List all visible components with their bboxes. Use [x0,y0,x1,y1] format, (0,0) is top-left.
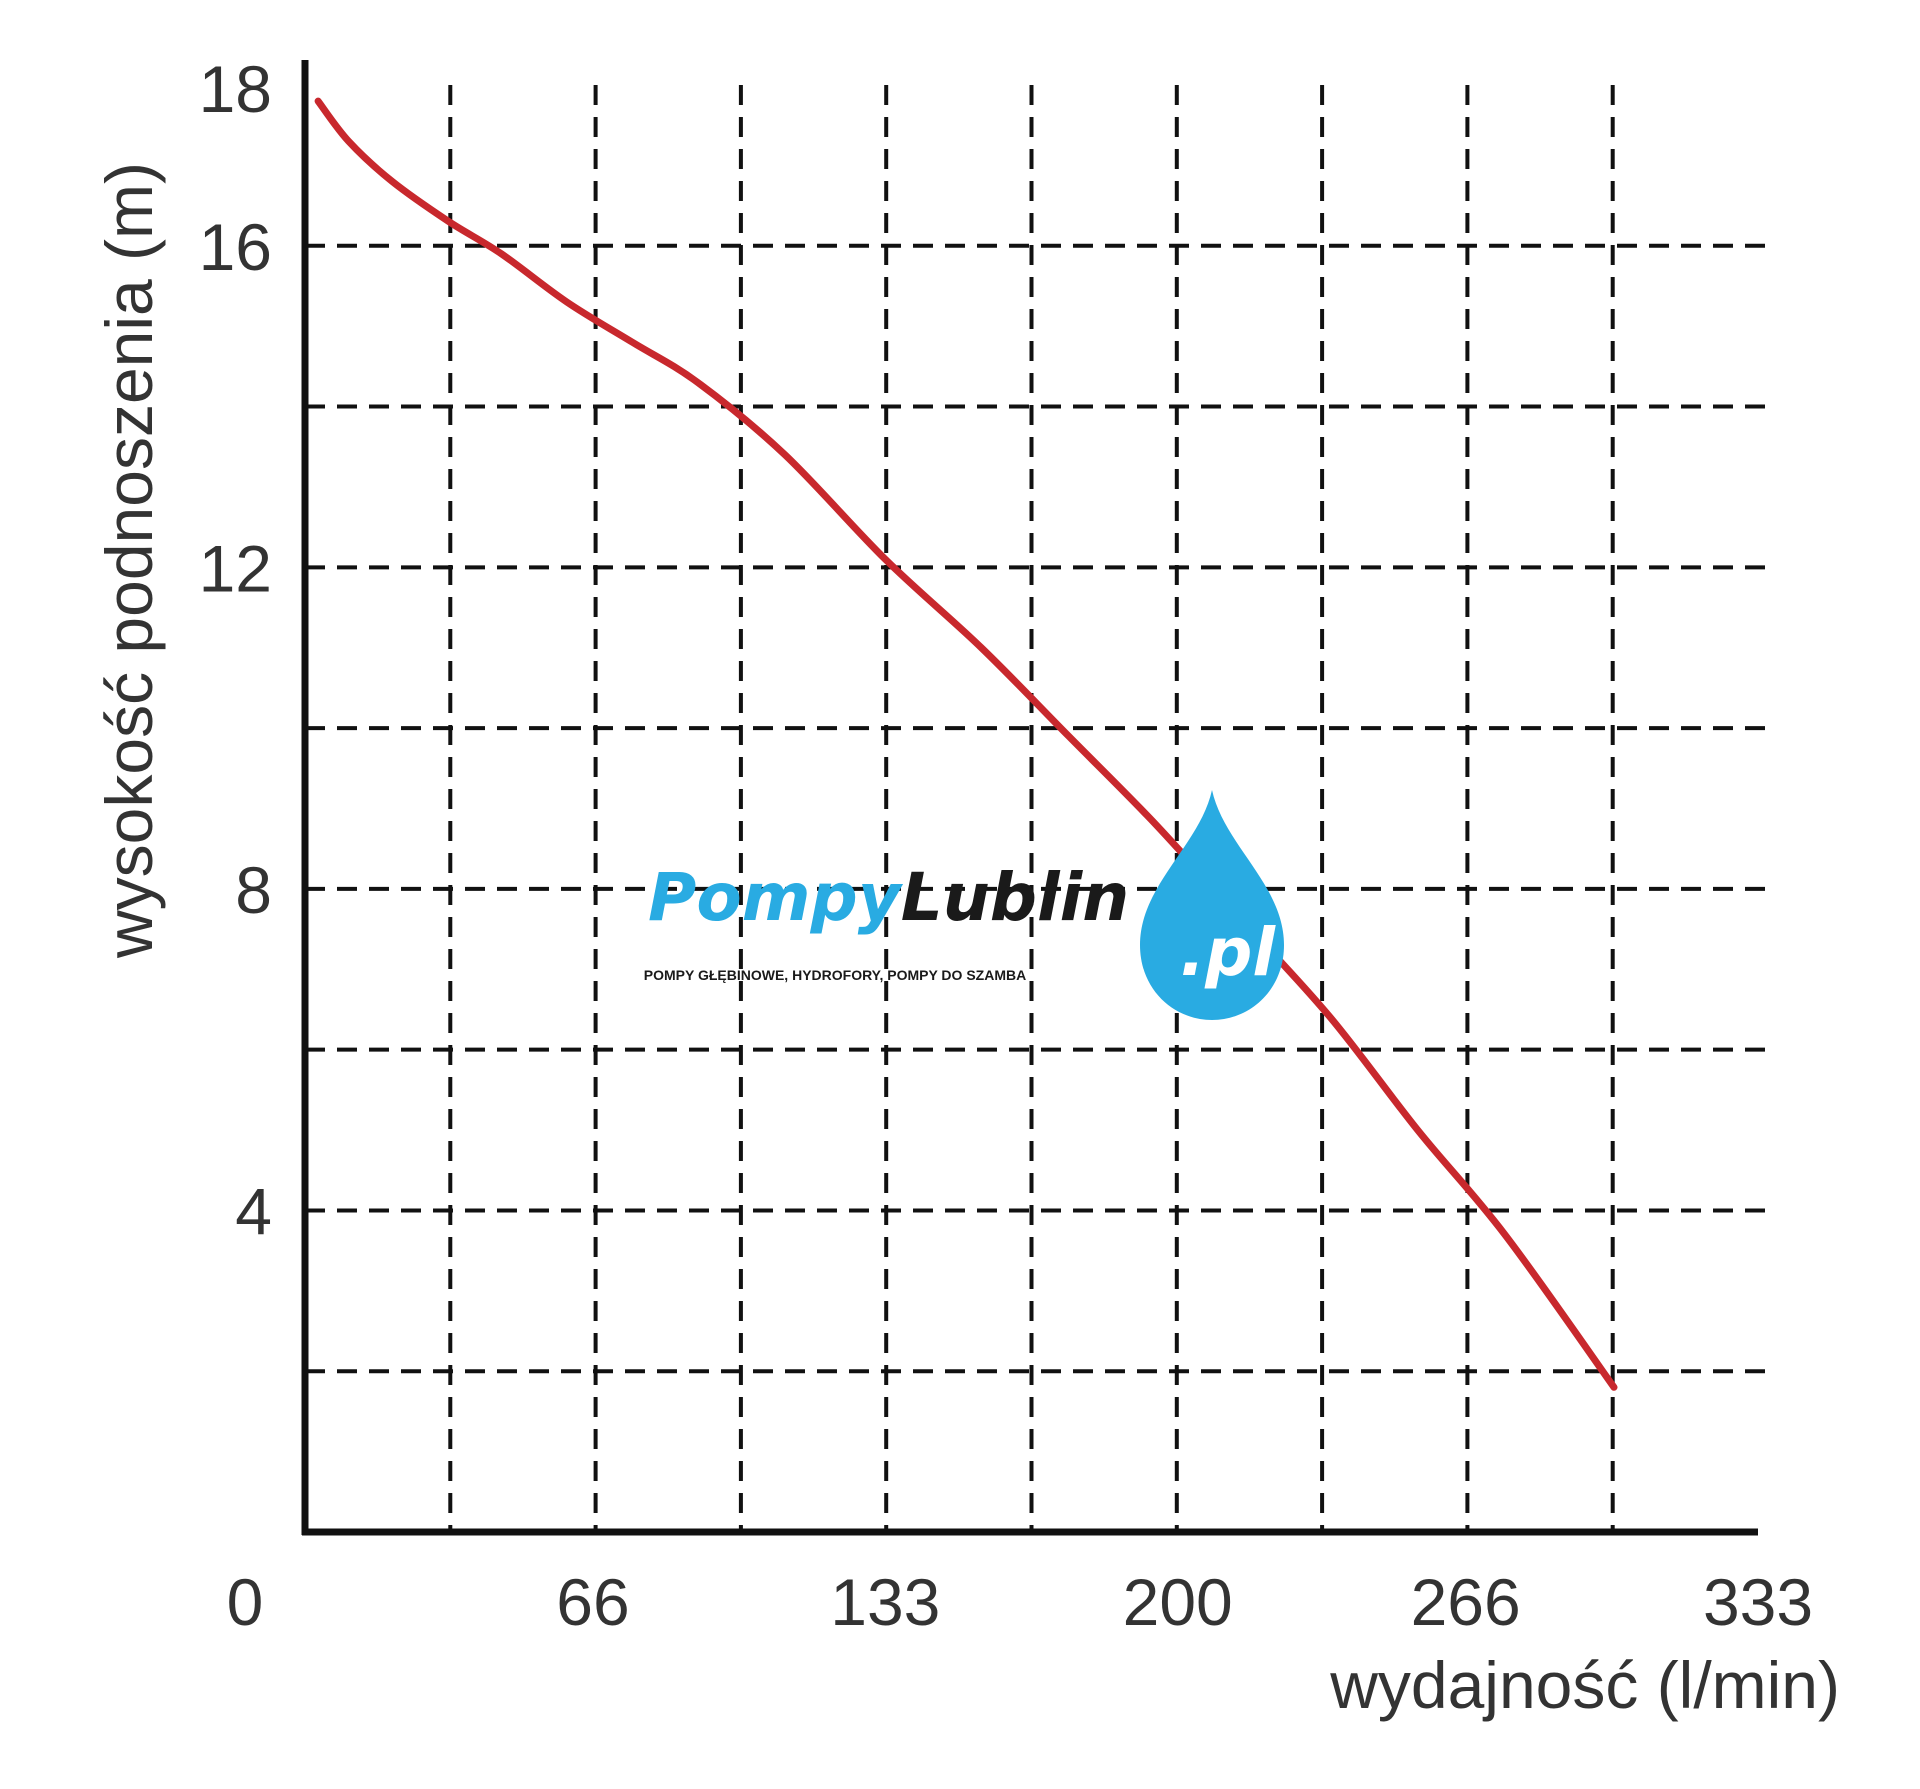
y-tick-label: 4 [235,1174,272,1248]
x-tick-label: 0 [227,1565,264,1639]
watermark-brand-lublin: Lublin [901,859,1130,936]
y-tick-label: 18 [199,52,272,126]
y-tick-label: 16 [199,210,272,284]
series-layer [314,97,1618,1391]
watermark-brand: PompyLublin [648,859,1129,936]
y-axis-title: wysokość podnoszenia (m) [92,162,166,959]
x-axis-title: wydajność (l/min) [1329,1648,1840,1722]
grid-lines [305,85,1770,1532]
series-line [314,97,1618,1391]
tick-labels: 0 66 133 200 266 333 4 8 12 16 18 [199,52,1813,1639]
x-tick-label: 266 [1411,1565,1521,1639]
x-tick-label: 200 [1123,1565,1233,1639]
water-drop-icon [1140,790,1284,1020]
x-tick-label: 133 [830,1565,940,1639]
x-tick-label: 66 [556,1565,629,1639]
watermark-brand-pompy: Pompy [648,859,904,936]
watermark-tagline: POMPY GŁĘBINOWE, HYDROFORY, POMPY DO SZA… [644,967,1026,983]
axes [301,60,1758,1536]
watermark-logo: .pl PompyLublin POMPY GŁĘBINOWE, HYDROFO… [644,790,1284,1020]
y-tick-label: 12 [199,531,272,605]
y-tick-label: 8 [235,853,272,927]
x-tick-label: 333 [1703,1565,1813,1639]
watermark-domain: .pl [1180,914,1276,991]
